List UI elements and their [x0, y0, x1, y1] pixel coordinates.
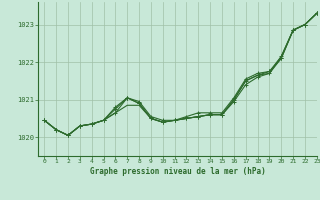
X-axis label: Graphe pression niveau de la mer (hPa): Graphe pression niveau de la mer (hPa)	[90, 167, 266, 176]
